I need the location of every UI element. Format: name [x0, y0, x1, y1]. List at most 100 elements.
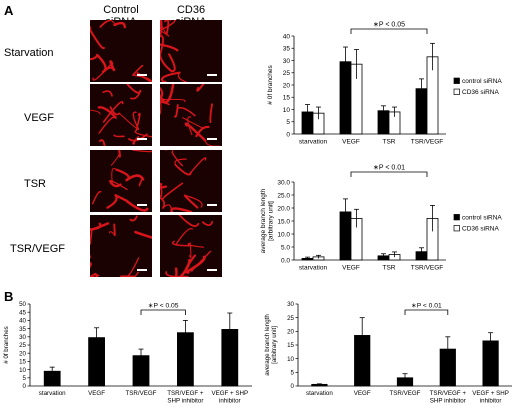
vessel-segment — [90, 54, 99, 61]
vessel-segment — [90, 228, 93, 245]
vessel-segment — [129, 215, 138, 222]
vessel-segment — [96, 53, 107, 73]
vessel-segment — [92, 190, 102, 205]
y-tick-label: 25 — [283, 70, 291, 77]
vessel-segment — [92, 62, 113, 81]
vessel-segment — [110, 20, 117, 27]
vessel-segment — [171, 240, 190, 247]
row-label-starvation: Starvation — [4, 47, 54, 59]
x-tick-label: TSR/VEGF + SHP inhibitor — [167, 390, 204, 404]
y-tick-label: 35 — [283, 46, 291, 53]
x-tick-label: TSR/VEGF — [390, 390, 421, 397]
vessel-segment — [184, 194, 203, 208]
x-tick-label: starvation — [299, 139, 328, 146]
y-tick-label: 5 — [291, 370, 295, 377]
scale-bar — [207, 269, 217, 271]
y-axis-label: # 0f branches — [3, 326, 10, 364]
y-tick-label: 35 — [19, 326, 26, 333]
vessel-segment — [175, 227, 193, 245]
vessel-segment — [187, 116, 193, 136]
y-tick-label: 30 — [287, 301, 294, 308]
y-tick-label: 0 — [286, 131, 290, 138]
vessel-segment — [182, 117, 203, 129]
vessel-segment — [168, 53, 176, 73]
vessel-segment — [90, 222, 102, 231]
legend-label: CD36 siRNA — [462, 89, 500, 96]
x-tick-label: TSR/VEGF — [411, 139, 444, 146]
scale-bar — [207, 138, 217, 140]
y-axis-label: average branch length[arbitrary unit] — [264, 314, 278, 376]
vessel-segment — [195, 125, 210, 138]
micrograph-tsr-control — [90, 150, 152, 212]
vessel-segment — [165, 150, 174, 153]
micrograph-tsr-vegf-cd36 — [160, 215, 222, 277]
x-tick-label: VEGF — [342, 139, 360, 146]
vessel-segment — [160, 87, 164, 100]
vessel-segment — [132, 150, 152, 153]
vessel-segment — [161, 84, 175, 104]
chart-panel-a-branches: 0 5 10 15 20 25 30 35 40 # 0f branches starvation V… — [267, 22, 502, 146]
vessel-segment — [109, 106, 121, 116]
legend-swatch — [453, 77, 460, 84]
significance-label: ∗P < 0.05 — [148, 303, 179, 310]
vessel-segment — [109, 231, 116, 236]
y-tick-label: 10 — [283, 107, 291, 114]
vessel-segment — [115, 168, 130, 182]
micrograph-starvation-control — [90, 20, 152, 82]
scale-bar — [137, 74, 147, 76]
x-tick-label: VEGF — [88, 390, 105, 397]
x-tick-label: VEGF + SHP inhibitor — [472, 390, 509, 404]
significance-label: ∗P < 0.01 — [411, 303, 442, 310]
y-tick-label: 10 — [19, 367, 26, 374]
micrograph-vegf-cd36 — [160, 84, 222, 146]
vessel-segment — [174, 158, 187, 166]
y-tick-label: 15 — [19, 359, 26, 366]
y-tick-label: 45 — [19, 309, 26, 316]
y-tick-label: 25.0 — [277, 192, 290, 199]
vessel-segment — [102, 90, 113, 97]
scale-bar — [137, 138, 147, 140]
x-tick-label: TSR — [383, 265, 396, 272]
vessel-segment — [178, 215, 200, 227]
legend-swatch — [453, 225, 460, 232]
vessel-segment — [170, 207, 193, 212]
vessel-segment — [174, 104, 179, 118]
vessel-segment — [179, 258, 191, 277]
y-tick-label: 5 — [286, 119, 290, 126]
vessel-segment — [126, 200, 149, 212]
x-tick-label: TSR/VEGF — [411, 265, 444, 272]
significance-bracket — [350, 28, 428, 34]
micrograph-starvation-cd36 — [160, 20, 222, 82]
vessel-segment — [187, 242, 205, 248]
y-tick-label: 40 — [19, 318, 26, 325]
vessel-segment — [171, 151, 183, 167]
y-tick-label: 25 — [287, 315, 294, 322]
y-tick-label: 20 — [283, 82, 291, 89]
x-tick-label: VEGF — [354, 390, 371, 397]
micrograph-vegf-control — [90, 84, 152, 146]
significance-label: ∗P < 0.01 — [373, 165, 405, 172]
vessel-segment — [132, 64, 144, 76]
vessel-segment — [99, 20, 112, 28]
scale-bar — [207, 74, 217, 76]
y-tick-label: 15 — [283, 95, 291, 102]
vessel-segment — [190, 157, 207, 174]
vessel-segment — [160, 20, 176, 32]
significance-bracket — [404, 309, 449, 315]
x-tick-label: VEGF + SHP inhibitor — [211, 390, 248, 404]
vessel-segment — [113, 134, 125, 138]
scale-bar — [137, 204, 147, 206]
vessel-segment — [90, 28, 105, 50]
x-tick-label: TSR — [383, 139, 396, 146]
y-tick-label: 20 — [287, 329, 294, 336]
vessel-segment — [183, 194, 199, 209]
vessel-segment — [90, 261, 92, 268]
y-tick-label: 30 — [283, 58, 291, 65]
x-tick-label: TSR/VEGF — [126, 390, 157, 397]
row-label-tsr: TSR — [24, 178, 46, 190]
vessel-segment — [132, 111, 139, 129]
y-tick-label: 5.0 — [281, 244, 290, 251]
vessel-segment — [160, 71, 181, 82]
vessel-segment — [109, 180, 122, 188]
